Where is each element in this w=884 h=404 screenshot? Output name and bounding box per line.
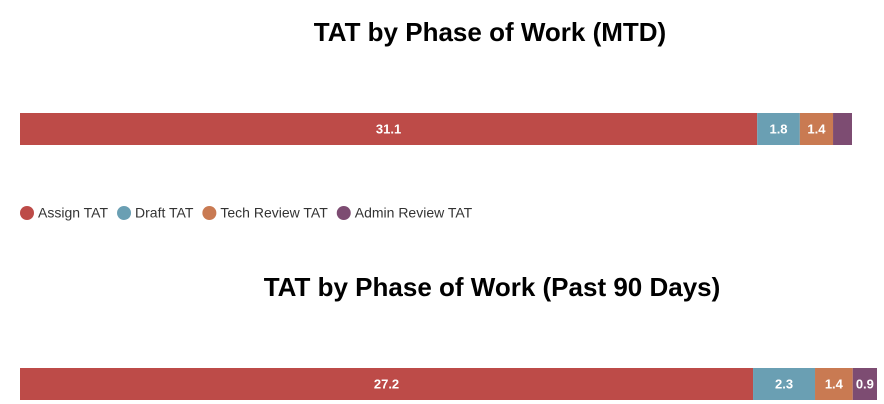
data-label: 1.8 <box>769 121 787 136</box>
legend-label: Assign TAT <box>38 205 108 221</box>
data-label: 1.4 <box>825 376 844 391</box>
bar-segment <box>833 113 852 145</box>
data-label: 31.1 <box>376 121 401 136</box>
bar-segment <box>799 113 834 145</box>
chart-title: TAT by Phase of Work (Past 90 Days) <box>264 272 721 302</box>
legend-label: Admin Review TAT <box>355 205 473 221</box>
data-label: 1.4 <box>807 121 826 136</box>
bar-segment: Tech Review TAT <box>815 368 853 400</box>
legend-label: Draft TAT <box>135 205 194 221</box>
data-label: 0.9 <box>856 376 874 391</box>
bar-segment: Admin Review TAT <box>852 368 877 400</box>
bar-segment: Assign TAT <box>20 368 754 400</box>
data-label: 27.2 <box>374 376 399 391</box>
bar-segment <box>20 113 758 145</box>
legend-marker <box>336 206 351 220</box>
chart-title: TAT by Phase of Work (MTD) <box>314 17 666 47</box>
data-label: 2.3 <box>775 376 793 391</box>
legend-marker <box>202 206 217 220</box>
bar-segment: Draft TAT <box>753 368 816 400</box>
legend-label: Tech Review TAT <box>220 205 328 221</box>
legend-marker <box>20 206 34 220</box>
legend-marker <box>117 206 132 220</box>
bar-segment <box>757 113 800 145</box>
